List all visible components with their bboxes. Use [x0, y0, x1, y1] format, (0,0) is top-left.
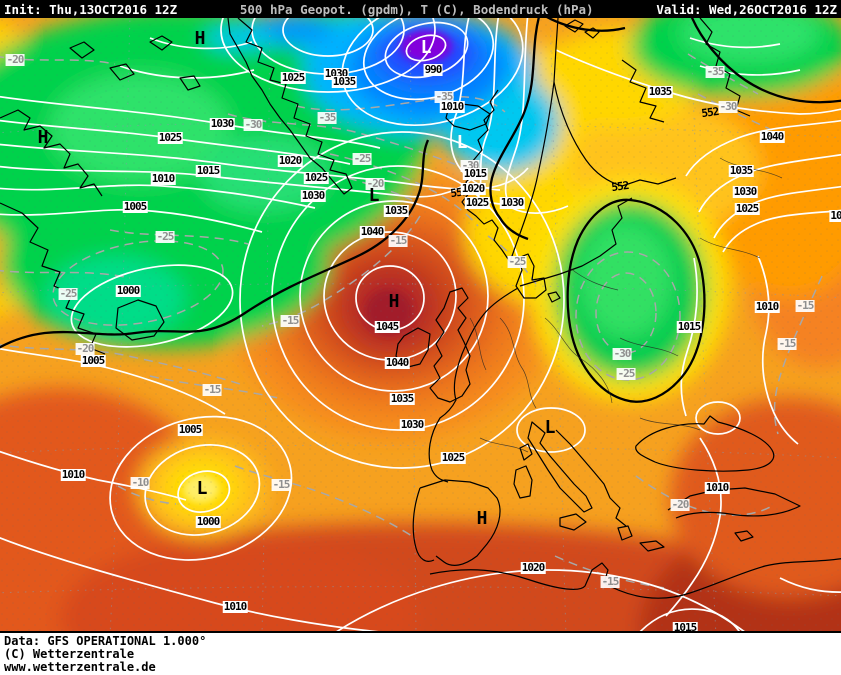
- geopotential-label: 552: [610, 178, 630, 195]
- temperature-label: -25: [352, 152, 372, 165]
- init-label: Init: Thu,13OCT2016 12Z: [4, 1, 178, 17]
- temperature-label: -10: [130, 476, 150, 489]
- isobar-label: 1030: [209, 117, 235, 130]
- temperature-label: -30: [718, 100, 738, 113]
- isobar-label: 1020: [460, 182, 486, 195]
- isobar-label: 1010: [704, 481, 730, 494]
- map-svg: [0, 18, 841, 631]
- isobar-label: 10: [829, 209, 841, 222]
- isobar-label: 1025: [157, 131, 183, 144]
- temperature-label: -35: [705, 65, 725, 78]
- pressure-center: L: [456, 132, 468, 153]
- temperature-label: -25: [616, 367, 636, 380]
- temperature-label: -25: [58, 287, 78, 300]
- temperature-label: -30: [612, 347, 632, 360]
- isobar-label: 990: [423, 63, 443, 76]
- temperature-label: -15: [271, 478, 291, 491]
- isobar-label: 1015: [195, 164, 221, 177]
- temperature-label: -35: [317, 111, 337, 124]
- pressure-center: L: [368, 185, 380, 206]
- isobar-label: 1000: [115, 284, 141, 297]
- data-source-label: Data: GFS OPERATIONAL 1.000°: [4, 634, 207, 648]
- isobar-label: 1040: [759, 130, 785, 143]
- isobar-label: 1030: [499, 196, 525, 209]
- isobar-label: 1040: [359, 225, 385, 238]
- temperature-label: -30: [243, 118, 263, 131]
- pressure-center: L: [196, 478, 208, 499]
- weather-map: 1025 1030 1025 1030 1035 1015 1010 1005 1000 1020…: [0, 18, 841, 633]
- isobar-label: 1015: [462, 167, 488, 180]
- isobar-label: 1025: [734, 202, 760, 215]
- isobar-label: 1025: [464, 196, 490, 209]
- temperature-label: -20: [5, 53, 25, 66]
- isobar-label: 1035: [728, 164, 754, 177]
- temperature-label: -15: [388, 234, 408, 247]
- pressure-center: H: [476, 508, 488, 529]
- website-label: www.wetterzentrale.de: [4, 660, 156, 674]
- isobar-label: 1025: [440, 451, 466, 464]
- temperature-label: -15: [280, 314, 300, 327]
- isobar-label: 1030: [732, 185, 758, 198]
- isobar-label: 1045: [374, 320, 400, 333]
- isobar-label: 1005: [177, 423, 203, 436]
- isobar-label: 1040: [384, 356, 410, 369]
- isobar-label: 1030: [300, 189, 326, 202]
- temperature-label: -35: [434, 90, 454, 103]
- isobar-label: 1010: [754, 300, 780, 313]
- isobar-label: 1005: [80, 354, 106, 367]
- pressure-center: H: [194, 28, 206, 49]
- temperature-label: -20: [75, 342, 95, 355]
- valid-label: Valid: Wed,26OCT2016 12Z: [656, 1, 837, 17]
- temperature-label: -15: [202, 383, 222, 396]
- copyright-label: (C) Wetterzentrale: [4, 647, 135, 661]
- pressure-center: H: [37, 127, 49, 148]
- temperature-label: -20: [365, 177, 385, 190]
- isobar-label: 1010: [222, 600, 248, 613]
- isobar-label: 1020: [520, 561, 546, 574]
- footer: Data: GFS OPERATIONAL 1.000° (C) Wetterz…: [0, 633, 841, 675]
- isobar-label: 1015: [676, 320, 702, 333]
- product-label: 500 hPa Geopot. (gpdm), T (C), Bodendruc…: [239, 1, 594, 17]
- geopotential-552-contours: [0, 18, 841, 403]
- isobar-label: 1010: [150, 172, 176, 185]
- title-bar: Init: Thu,13OCT2016 12Z 500 hPa Geopot. …: [0, 0, 841, 18]
- isobar-label: 1005: [122, 200, 148, 213]
- temperature-label: -20: [670, 498, 690, 511]
- isobar-label: 1000: [195, 515, 221, 528]
- isobar-label: 1035: [331, 75, 357, 88]
- isobar-label: 1020: [277, 154, 303, 167]
- isobar-label: 1025: [303, 171, 329, 184]
- pressure-center: L: [420, 37, 432, 58]
- isobar-label: 1035: [647, 85, 673, 98]
- temperature-label: -25: [155, 230, 175, 243]
- temperature-label: -15: [777, 337, 797, 350]
- isobar-label: 1030: [399, 418, 425, 431]
- temperature-label: -15: [795, 299, 815, 312]
- isobar-label: 1035: [389, 392, 415, 405]
- isobar-label: 1035: [383, 204, 409, 217]
- isobar-label: 1010: [60, 468, 86, 481]
- pressure-center: H: [388, 291, 400, 312]
- temperature-label: -15: [600, 575, 620, 588]
- isobar-label: 1025: [280, 71, 306, 84]
- isobar-label: 1010: [439, 100, 465, 113]
- isobar-label: 1015: [672, 621, 698, 633]
- geopotential-label: 552: [700, 104, 720, 121]
- temperature-label: -25: [507, 255, 527, 268]
- pressure-center: L: [544, 417, 556, 438]
